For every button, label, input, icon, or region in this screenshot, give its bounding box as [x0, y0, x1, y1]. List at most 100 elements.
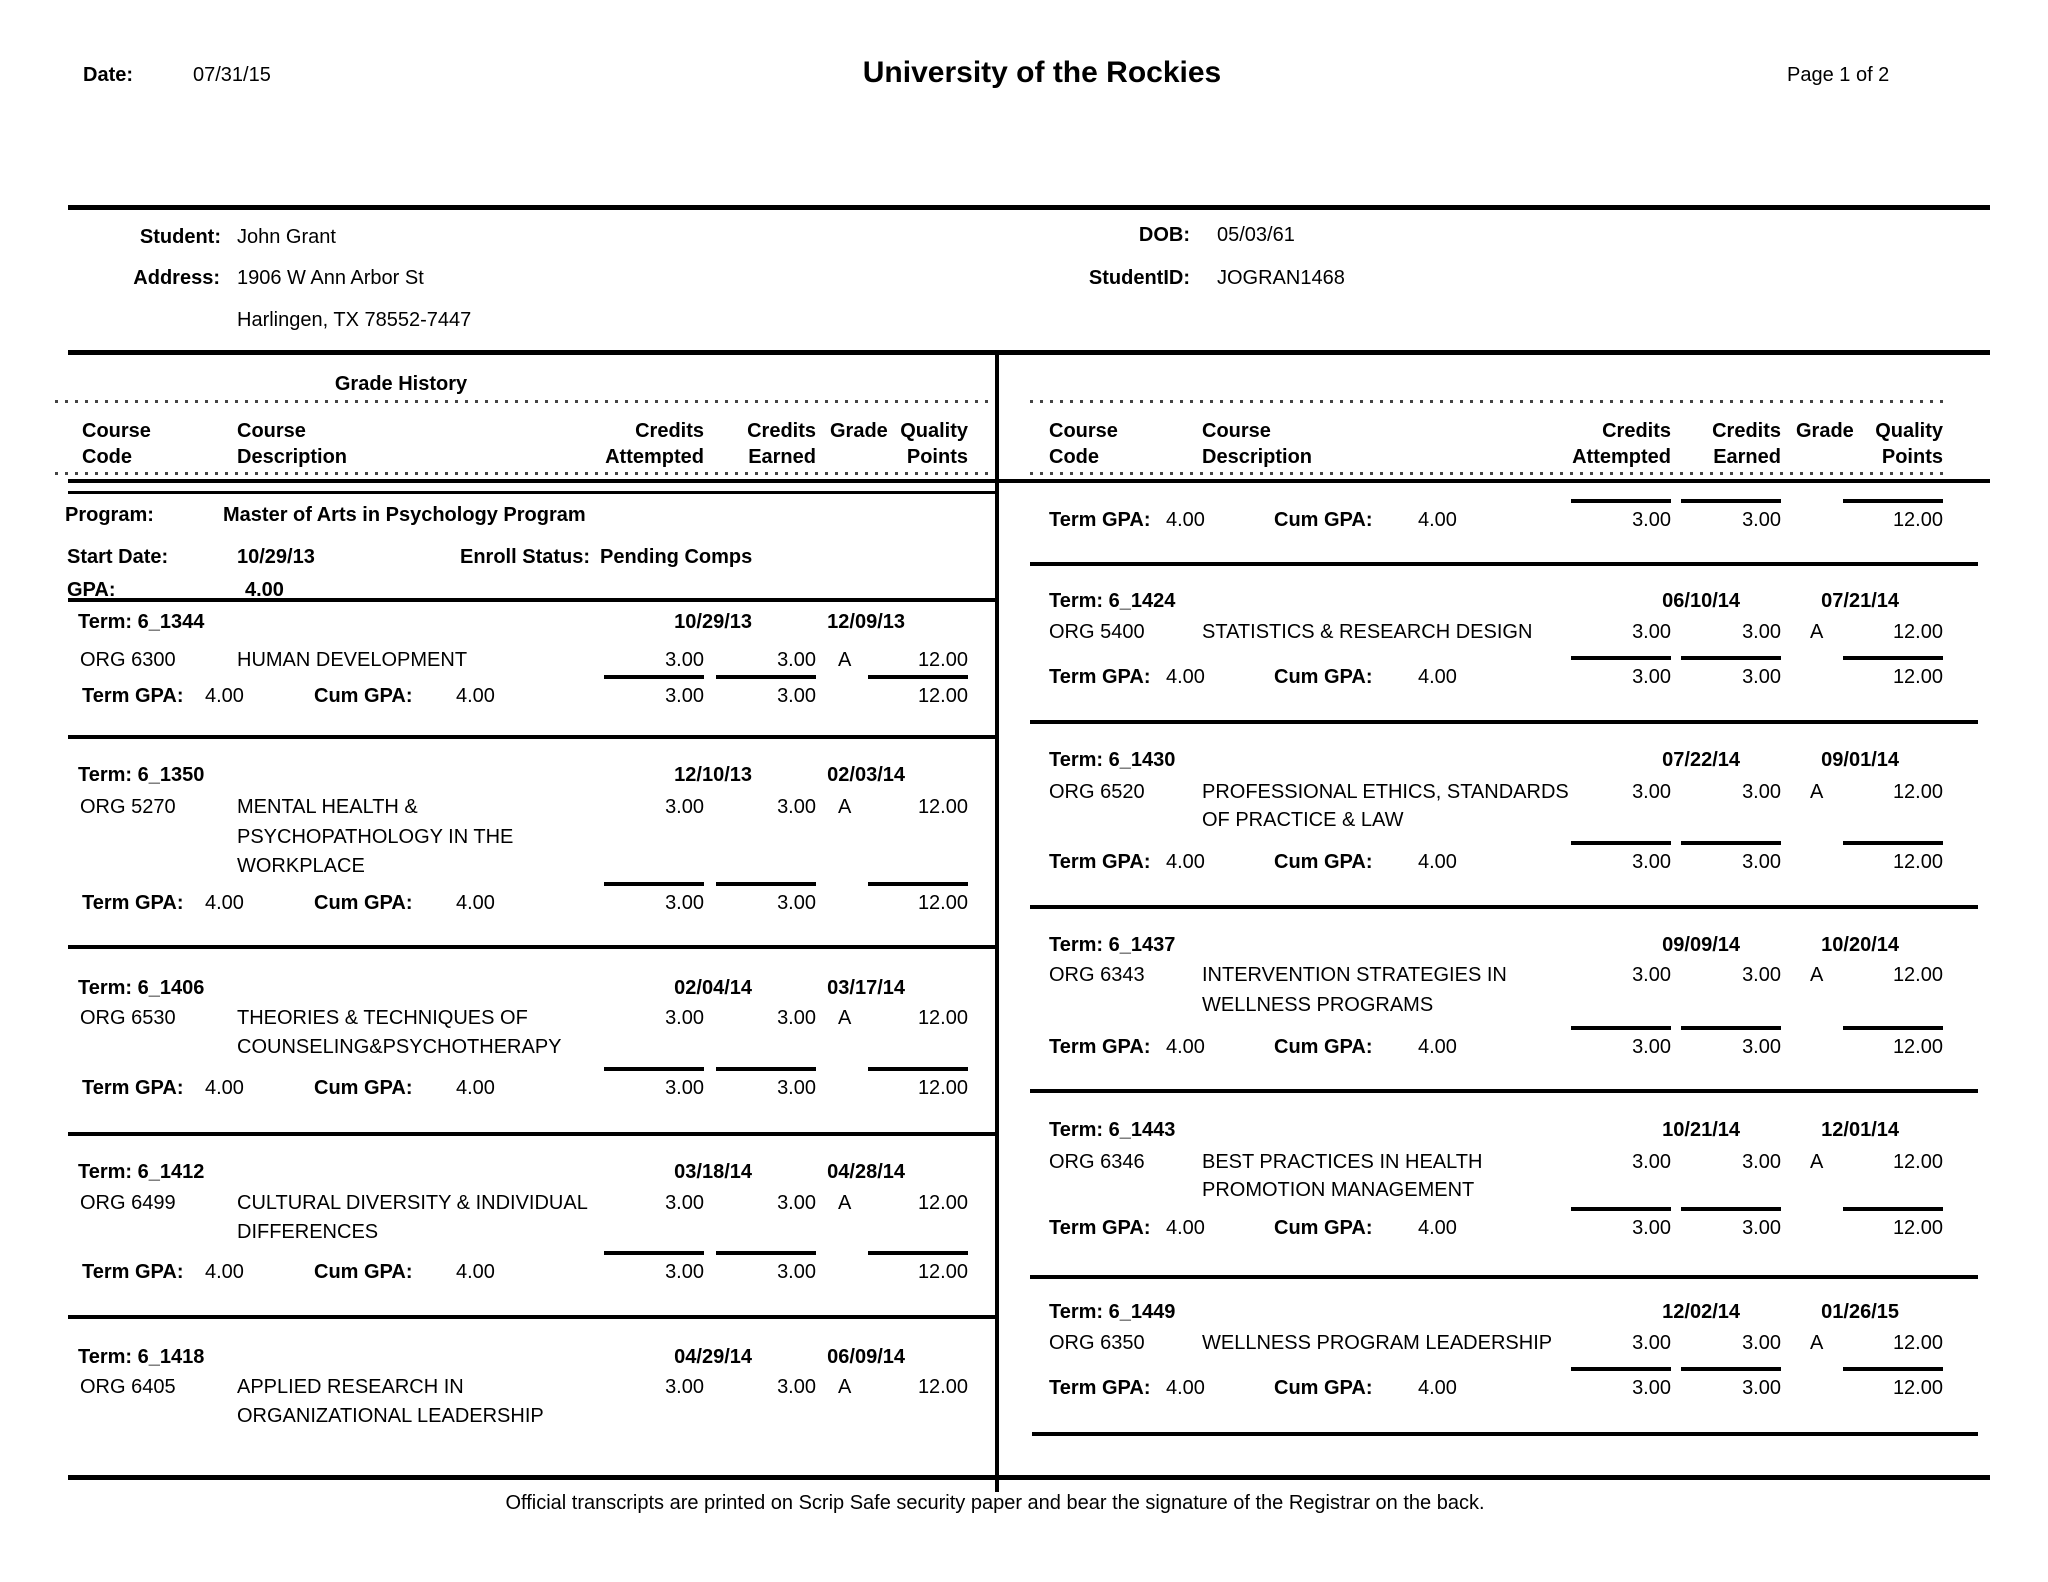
cum-gpa-value: 4.00: [1418, 666, 1457, 688]
course-description-line: THEORIES & TECHNIQUES OF: [237, 1007, 528, 1029]
header-points: Points: [906, 446, 968, 468]
course-code: ORG 5270: [80, 796, 176, 818]
student-name: John Grant: [237, 226, 336, 248]
totals-overline: [868, 1251, 968, 1255]
term-label: Term: 6_1430: [1049, 749, 1176, 771]
header-course: Course: [82, 420, 151, 442]
program-label: Program:: [65, 504, 154, 526]
term-end-date: 03/17/14: [827, 977, 905, 999]
course-description-line: COUNSELING&PSYCHOTHERAPY: [237, 1036, 562, 1058]
header-code: Code: [1049, 446, 1099, 468]
enroll-status-label: Enroll Status:: [460, 546, 591, 568]
course-description-line: DIFFERENCES: [237, 1221, 379, 1243]
term-start-date: 12/10/13: [674, 764, 752, 786]
totals-overline: [604, 675, 704, 679]
summary-attempted: 3.00: [1632, 1217, 1671, 1239]
page-title: University of the Rockies: [862, 56, 1222, 89]
quality-points-value: 12.00: [917, 1007, 968, 1029]
course-description-line: APPLIED RESEARCH IN: [237, 1376, 464, 1398]
totals-overline: [716, 1251, 816, 1255]
summary-attempted: 3.00: [1632, 1377, 1671, 1399]
course-code: ORG 6499: [80, 1192, 176, 1214]
dotted-rule: [55, 472, 988, 475]
grade-value: A: [838, 796, 852, 818]
summary-earned: 3.00: [777, 892, 816, 914]
date-label: Date:: [83, 64, 134, 86]
term-end-date: 09/01/14: [1821, 749, 1899, 771]
term-label: Term: 6_1412: [78, 1161, 205, 1183]
term-gpa-label: Term GPA:: [1049, 1217, 1151, 1239]
course-description-line: PSYCHOPATHOLOGY IN THE: [237, 826, 514, 848]
quality-points-value: 12.00: [1892, 621, 1943, 643]
term-gpa-value: 4.00: [205, 685, 244, 707]
cum-gpa-label: Cum GPA:: [1274, 1036, 1373, 1058]
cum-gpa-value: 4.00: [456, 1261, 495, 1283]
header-course: Course: [1202, 420, 1271, 442]
term-gpa-value: 4.00: [1166, 1217, 1205, 1239]
course-description-line: STATISTICS & RESEARCH DESIGN: [1202, 621, 1533, 643]
course-description-line: INTERVENTION STRATEGIES IN: [1202, 964, 1507, 986]
quality-points-value: 12.00: [917, 1192, 968, 1214]
term-start-date: 07/22/14: [1662, 749, 1740, 771]
course-description-line: WELLNESS PROGRAMS: [1202, 994, 1434, 1016]
term-gpa-label: Term GPA:: [1049, 666, 1151, 688]
summary-attempted: 3.00: [1632, 851, 1671, 873]
term-separator: [68, 735, 995, 739]
table-top-rule: [68, 350, 1990, 355]
totals-overline: [1843, 1026, 1943, 1030]
quality-points-value: 12.00: [1892, 964, 1943, 986]
summary-quality: 12.00: [1892, 1036, 1943, 1058]
dotted-rule: [55, 400, 988, 403]
cum-gpa-label: Cum GPA:: [314, 892, 413, 914]
totals-overline: [868, 882, 968, 886]
grade-value: A: [1810, 1332, 1824, 1354]
cum-gpa-label: Cum GPA:: [314, 685, 413, 707]
term-gpa-value: 4.00: [205, 1261, 244, 1283]
term-end-date: 12/09/13: [827, 611, 905, 633]
term-start-date: 02/04/14: [674, 977, 752, 999]
cum-gpa-value: 4.00: [1418, 1217, 1457, 1239]
course-code: ORG 6300: [80, 649, 176, 671]
term-separator: [1030, 1089, 1978, 1093]
term-gpa-value: 4.00: [1166, 666, 1205, 688]
totals-overline: [604, 882, 704, 886]
header-grade: Grade: [1796, 420, 1854, 442]
quality-points-value: 12.00: [917, 649, 968, 671]
header-credits: Credits: [747, 420, 816, 442]
summary-quality: 12.00: [1892, 509, 1943, 531]
totals-overline: [868, 1067, 968, 1071]
course-code: ORG 6350: [1049, 1332, 1145, 1354]
header-code: Code: [82, 446, 132, 468]
header-course: Course: [1049, 420, 1118, 442]
term-start-date: 12/02/14: [1662, 1301, 1740, 1323]
header-earned: Earned: [748, 446, 816, 468]
term-label: Term: 6_1350: [78, 764, 205, 786]
course-description-line: WORKPLACE: [237, 855, 365, 877]
term-gpa-label: Term GPA:: [1049, 1036, 1151, 1058]
cum-gpa-label: Cum GPA:: [1274, 851, 1373, 873]
right-column-end-rule: [1032, 1432, 1978, 1436]
term-gpa-value: 4.00: [1166, 851, 1205, 873]
header-attempted: Attempted: [605, 446, 704, 468]
quality-points-value: 12.00: [1892, 781, 1943, 803]
course-code: ORG 5400: [1049, 621, 1145, 643]
header-credits: Credits: [1602, 420, 1671, 442]
totals-overline: [604, 1251, 704, 1255]
grade-value: A: [1810, 1151, 1824, 1173]
summary-attempted: 3.00: [665, 1261, 704, 1283]
summary-earned: 3.00: [1742, 666, 1781, 688]
term-label: Term: 6_1418: [78, 1346, 205, 1368]
totals-overline: [1681, 841, 1781, 845]
totals-overline: [716, 675, 816, 679]
totals-overline: [604, 1067, 704, 1071]
summary-quality: 12.00: [1892, 1377, 1943, 1399]
term-separator: [68, 1132, 995, 1136]
gpa-label: GPA:: [67, 579, 116, 601]
start-date-label: Start Date:: [67, 546, 169, 568]
quality-points-value: 12.00: [1892, 1332, 1943, 1354]
grade-value: A: [1810, 621, 1824, 643]
term-start-date: 03/18/14: [674, 1161, 752, 1183]
credits-attempted-value: 3.00: [1632, 781, 1671, 803]
credits-earned-value: 3.00: [777, 1192, 816, 1214]
